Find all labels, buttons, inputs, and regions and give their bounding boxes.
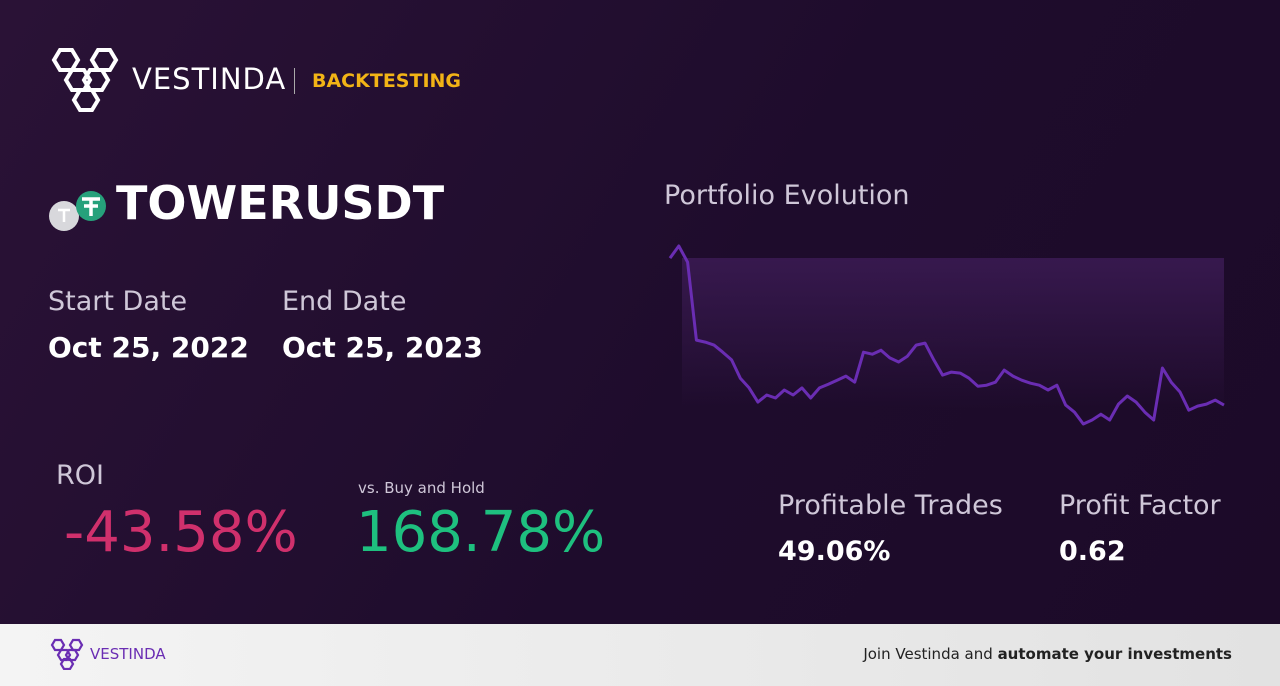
divider	[294, 68, 295, 94]
chart: Portfolio Evolution	[664, 180, 1225, 426]
start-label: Start Date	[48, 286, 188, 317]
start-value: Oct 25, 2022	[48, 331, 249, 364]
footer-brand: VESTINDA	[90, 645, 166, 663]
roi-label: ROI	[56, 460, 104, 491]
footer-logo	[50, 638, 84, 670]
factor-label: Profit Factor	[1059, 490, 1221, 521]
end-label: End Date	[282, 286, 407, 317]
profitable-label: Profitable Trades	[778, 490, 1003, 521]
logo	[51, 48, 119, 112]
footer: VESTINDA Join Vestinda and automate your…	[0, 624, 1280, 686]
coin-icons	[49, 191, 106, 231]
chart-title: Portfolio Evolution	[664, 180, 910, 211]
symbol: TOWERUSDT	[116, 176, 445, 230]
cta-prefix: Join Vestinda and	[863, 645, 993, 663]
end-value: Oct 25, 2023	[282, 331, 483, 364]
section: BACKTESTING	[312, 70, 462, 92]
chart-shade	[682, 258, 1224, 408]
factor-value: 0.62	[1059, 536, 1126, 567]
cta-bold: automate your investments	[997, 645, 1232, 663]
compare-label: vs. Buy and Hold	[358, 479, 485, 497]
compare-value: 168.78%	[356, 500, 606, 565]
roi-value: -43.58%	[64, 500, 298, 565]
brand: VESTINDA	[132, 62, 287, 96]
footer-cta: Join Vestinda and automate your investme…	[863, 645, 1232, 663]
profitable-value: 49.06%	[778, 536, 891, 567]
portfolio-line	[668, 244, 1225, 426]
